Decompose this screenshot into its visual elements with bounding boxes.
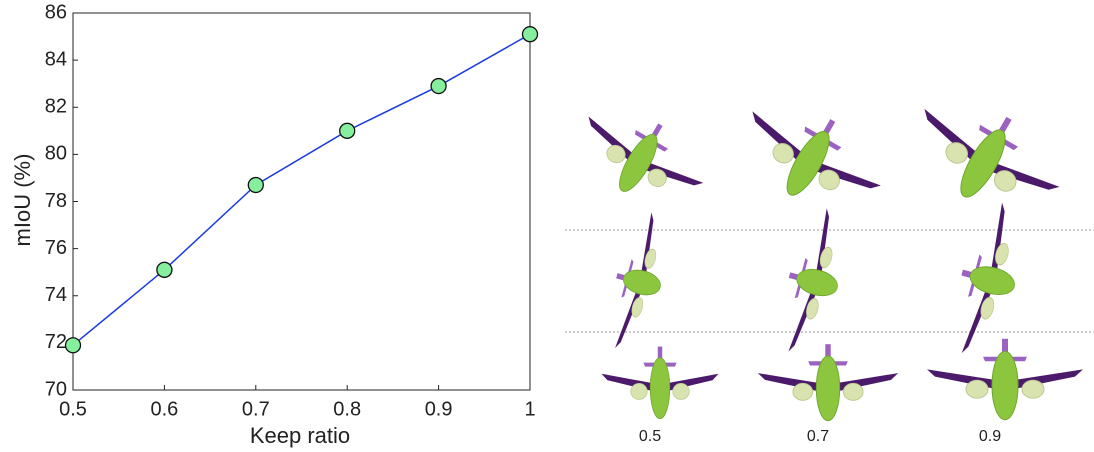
airplane — [769, 203, 857, 361]
line — [72, 33, 531, 346]
airplane — [895, 78, 1078, 236]
y-tick-label: 86 — [45, 1, 67, 23]
marker — [156, 261, 173, 278]
column-label: 0.5 — [639, 428, 661, 445]
y-tick-label: 74 — [45, 284, 67, 306]
airplane — [926, 338, 1084, 421]
x-tick-label: 0.7 — [242, 398, 270, 420]
y-tick-label: 84 — [45, 48, 67, 70]
airplane — [757, 343, 899, 422]
column-label: 0.9 — [979, 428, 1001, 445]
y-tick-label: 70 — [45, 378, 67, 400]
y-tick-label: 80 — [45, 143, 67, 165]
y-tick-label: 76 — [45, 237, 67, 259]
x-tick-label: 0.6 — [150, 398, 178, 420]
x-tick-label: 1 — [524, 398, 535, 420]
plot-frame — [72, 12, 531, 391]
airplane — [941, 196, 1036, 363]
airplane — [601, 346, 719, 420]
marker — [339, 122, 356, 139]
marker — [430, 77, 447, 95]
x-axis-label: Keep ratio — [250, 423, 350, 448]
y-tick-label: 78 — [45, 190, 67, 212]
x-tick-label: 0.8 — [333, 398, 361, 420]
x-tick-label: 0.5 — [59, 398, 87, 420]
airplane — [564, 91, 719, 225]
point-cloud-panel — [564, 78, 1094, 422]
airplane — [725, 82, 898, 233]
marker — [64, 337, 82, 354]
y-axis-label: mIoU (%) — [10, 154, 35, 247]
x-tick-label: 0.9 — [425, 398, 453, 420]
y-tick-label: 72 — [45, 331, 67, 353]
marker — [247, 176, 264, 194]
marker — [521, 26, 539, 43]
y-tick-label: 82 — [45, 96, 67, 118]
column-label: 0.7 — [807, 428, 829, 445]
